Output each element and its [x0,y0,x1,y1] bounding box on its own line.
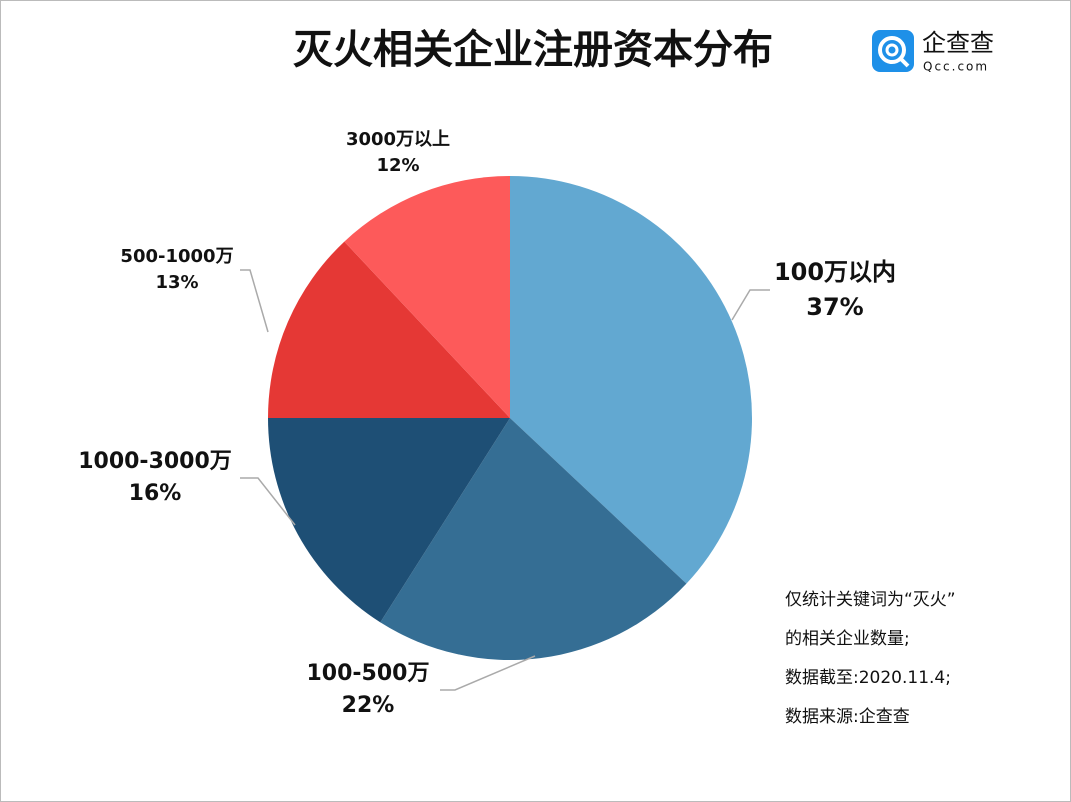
logo-url: Qcc.com [923,60,989,74]
leader-line [731,289,770,321]
slice-label: 100-500万 [307,661,430,686]
slice-label: 100万以内 [774,258,896,286]
slice-value-label: 22% [342,693,395,718]
slice-value-label: 16% [129,481,182,506]
chart-title: 灭火相关企业注册资本分布 [293,27,773,73]
pie-slice [268,418,510,623]
logo-icon-ring [885,43,899,57]
note: 仅统计关键词为“灭火” [785,590,956,610]
logo: 企查查 Qcc.com [872,29,994,74]
pie-slice [510,176,752,584]
slice-label: 500-1000万 [120,246,233,267]
pie-slice [344,176,510,418]
pie-slice [268,241,510,418]
note: 数据截至:2020.11.4; [785,668,951,688]
slice-value-label: 13% [155,272,198,293]
leader-line [240,269,269,333]
logo-name: 企查查 [922,29,994,57]
slice-value-label: 12% [376,155,419,176]
leader-line [440,655,536,691]
leader-line [240,477,296,526]
slice-label: 1000-3000万 [78,449,232,474]
note: 数据来源:企查查 [785,707,910,727]
slice-label: 3000万以上 [346,129,450,150]
logo-icon-tail [898,56,910,68]
logo-icon-ring [878,36,906,64]
pie-slice [380,418,687,660]
slice-value-label: 37% [806,293,863,321]
note: 的相关企业数量; [785,629,910,649]
